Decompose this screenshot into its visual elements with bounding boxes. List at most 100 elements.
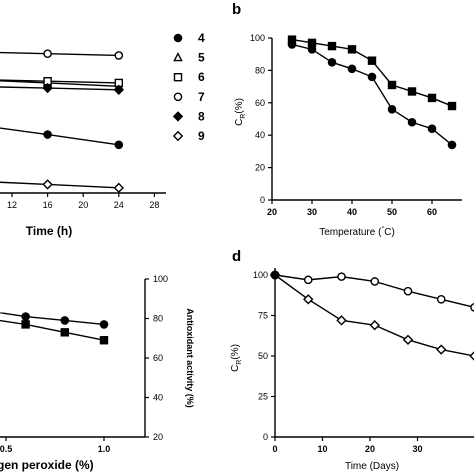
panel-b-series-1-point <box>427 93 437 103</box>
panel-c-x-ticks: 0.5 1.0 <box>0 437 110 454</box>
panel-a-series-lines <box>0 51 119 189</box>
panel-a-x-label: Time (h) <box>26 224 72 238</box>
panel-c-right-y-label: Antioxidant activity (%) <box>185 308 195 408</box>
panel-a-series-8-point <box>42 82 53 94</box>
panel-b-series-1-point <box>407 87 417 96</box>
panel-b-series-1-point <box>367 56 377 65</box>
panel-c-y-tick-label: 20 <box>153 432 163 442</box>
panel-a-series-8-line <box>0 86 119 91</box>
panel-a-x-tick-label: 24 <box>114 200 124 210</box>
panel-b-series-2-point <box>447 140 457 150</box>
panel-a-series-9-line <box>0 181 119 189</box>
panel-d-y-label: CR(%) <box>230 344 243 372</box>
panel-a-legend-marker <box>173 52 183 62</box>
panel-a-x-tick-label: 20 <box>78 200 88 210</box>
panel-d-series-1-point <box>337 272 346 281</box>
panel-b-x-ticks: 20 30 40 50 60 <box>267 200 437 217</box>
panel-a-legend-marker <box>173 33 183 43</box>
panel-d-y-tick-label: 100 <box>253 270 268 280</box>
panel-d-series-1-point <box>403 286 413 296</box>
panel-d-series-2-point <box>303 294 314 305</box>
panel-d-x-label: Time (Days) <box>345 461 399 472</box>
panel-b-series-1-point <box>387 80 397 90</box>
panel-a-x-tick-label: 16 <box>43 200 53 210</box>
panel-d-y-tick-label: 25 <box>258 392 268 402</box>
panel-a-series-9-point <box>113 182 124 194</box>
panel-b-y-tick-label: 20 <box>255 163 265 173</box>
panel-c-series-2-point <box>60 328 69 337</box>
panel-b-y-tick-label: 100 <box>250 33 265 43</box>
panel-a: 12 16 20 24 28 Time (h) 4 5 6 7 8 9 <box>0 31 205 238</box>
panel-a-series-4-point <box>114 140 124 150</box>
panel-a-series-7-point <box>43 49 52 58</box>
panel-d-letter: d <box>232 248 241 265</box>
panel-a-legend: 4 5 6 7 8 9 <box>172 31 205 143</box>
panel-a-legend-label: 4 <box>198 31 205 45</box>
panel-b-y-ticks: 0 20 40 60 80 100 <box>250 33 272 205</box>
panel-a-points <box>42 49 124 194</box>
panel-a-series-8-point <box>113 84 124 95</box>
panel-a-x-tick-label: 28 <box>149 200 159 210</box>
panel-d-x-tick-label: 20 <box>365 444 375 454</box>
panel-c-points <box>21 312 109 345</box>
panel-d-x-tick-label: 10 <box>317 444 327 454</box>
panel-b-y-tick-label: 40 <box>255 130 265 140</box>
panel-c-x-label: gen peroxide (%) <box>0 458 94 472</box>
panel-c-series-1-point <box>60 316 70 325</box>
panel-b-x-tick-label: 40 <box>347 207 357 217</box>
panel-c-x-tick-label: 1.0 <box>98 444 111 454</box>
panel-c: 20 40 60 80 100 0.5 1.0 Antioxidant activity … <box>0 274 195 472</box>
panel-b-x-tick-label: 20 <box>267 207 277 217</box>
panel-a-legend-marker <box>172 111 184 122</box>
panel-b-series-2-point <box>347 64 357 74</box>
panel-c-x-tick-label: 0.5 <box>0 444 12 454</box>
panel-d-series-2-point <box>336 315 347 326</box>
panel-d-series-1-point <box>470 303 474 312</box>
panel-d-origin-point <box>270 270 280 280</box>
panel-a-legend-marker <box>172 130 184 142</box>
panel-c-series-2-point <box>21 320 30 329</box>
panel-b-series-2-point <box>307 45 317 54</box>
panel-d-y-tick-label: 50 <box>258 351 268 361</box>
panel-b-letter: b <box>232 1 241 18</box>
panel-b-series-1-point <box>347 45 357 54</box>
panel-c-y-tick-label: 40 <box>153 393 163 403</box>
panel-d-y-ticks: 0 25 50 75 100 <box>253 270 275 442</box>
panel-a-legend-label: 6 <box>198 70 205 84</box>
panel-a-series-7-point <box>114 51 124 60</box>
panel-b-x-tick-label: 60 <box>427 207 437 217</box>
panel-d-y-tick-label: 75 <box>258 311 268 321</box>
panel-b-x-tick-label: 30 <box>307 207 317 217</box>
panel-a-legend-label: 9 <box>198 129 205 143</box>
panel-a-series-4-line <box>0 127 119 146</box>
panel-b-y-tick-label: 60 <box>255 98 265 108</box>
panel-d: d CR(%) 0 25 50 75 100 0 10 20 30 Time (Days) <box>230 248 474 472</box>
panel-b-series-2-point <box>287 40 297 49</box>
panel-d-series-lines <box>274 274 474 357</box>
panel-b-series-1-point <box>327 41 337 51</box>
panel-b-series-1-point <box>447 101 457 111</box>
panel-c-y-tick-label: 100 <box>153 274 168 284</box>
panel-b-y-tick-label: 0 <box>260 195 265 205</box>
panel-b-points <box>287 35 457 150</box>
panel-d-x-tick-label: 0 <box>272 444 277 454</box>
panel-a-x-ticks: 12 16 20 24 28 <box>7 193 159 210</box>
panel-c-series-lines <box>0 311 105 341</box>
panel-c-right-y-ticks: 20 40 60 80 100 <box>145 274 168 442</box>
panel-a-legend-label: 7 <box>198 90 205 104</box>
panel-c-series-1-point <box>99 320 109 329</box>
panel-a-legend-label: 5 <box>198 51 205 65</box>
panel-b-series-2-point <box>407 117 417 127</box>
panel-d-series-2-point <box>369 320 380 331</box>
panel-a-series-4-point <box>43 130 52 139</box>
panel-b-series-2-point <box>327 58 337 67</box>
panel-a-legend-marker <box>173 72 183 82</box>
panel-d-series-2-line <box>274 274 474 357</box>
panel-b-series-2-point <box>387 104 397 114</box>
panel-d-x-tick-label: 30 <box>412 444 422 454</box>
panel-d-series-1-point <box>370 277 380 286</box>
panel-b-x-tick-label: 50 <box>387 207 397 217</box>
panel-b-series-2-point <box>367 72 377 82</box>
